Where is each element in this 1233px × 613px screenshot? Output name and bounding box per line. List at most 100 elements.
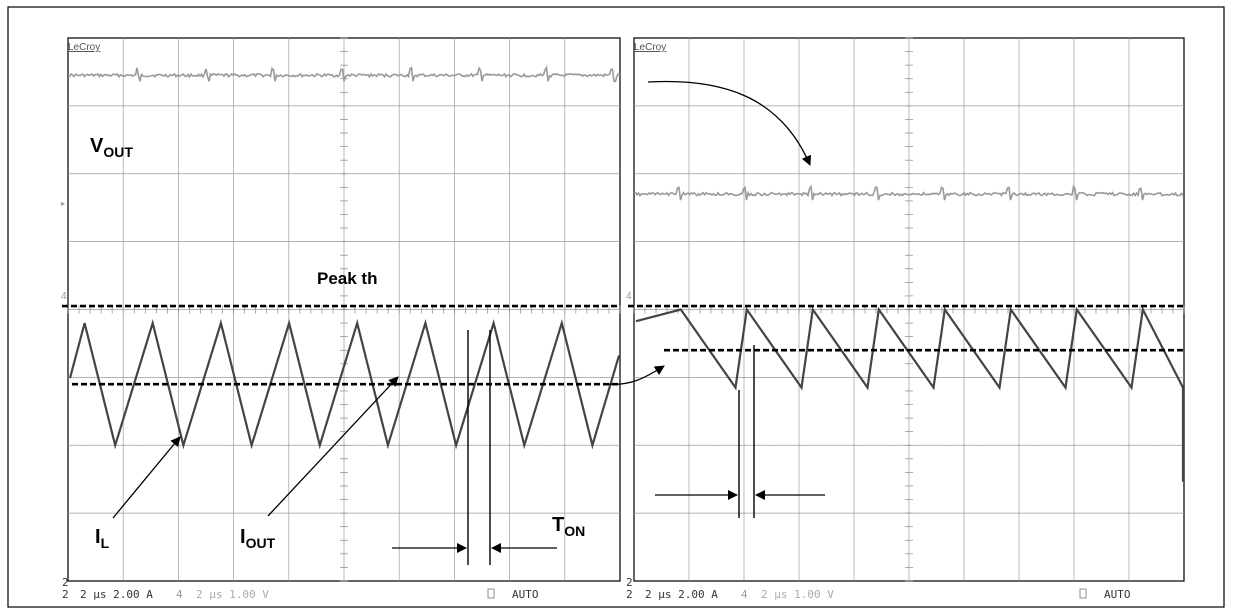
right-grid-dot bbox=[1007, 512, 1009, 514]
right-grid-dot bbox=[864, 512, 866, 514]
right-grid-dot bbox=[1029, 173, 1031, 175]
left-grid-dot bbox=[266, 105, 268, 107]
right-grid-dot bbox=[919, 105, 921, 107]
right-grid-dot bbox=[1040, 241, 1042, 243]
left-grid-dot bbox=[133, 376, 135, 378]
left-grid-dot bbox=[199, 444, 201, 446]
left-grid-dot bbox=[498, 241, 500, 243]
left-grid-dot bbox=[310, 105, 312, 107]
left-grid-dot bbox=[199, 512, 201, 514]
left-grid-dot bbox=[299, 241, 301, 243]
left-grid-dot bbox=[586, 512, 588, 514]
left-grid-dot bbox=[222, 173, 224, 175]
right-grid-dot bbox=[1051, 173, 1053, 175]
left-grid-dot bbox=[597, 173, 599, 175]
right-settings-voltage: 2 μs 1.00 V bbox=[761, 588, 834, 601]
right-grid-dot bbox=[1095, 105, 1097, 107]
ton-label: TON bbox=[552, 514, 585, 539]
left-grid-dot bbox=[155, 105, 157, 107]
right-grid-dot bbox=[1051, 376, 1053, 378]
right-grid-dot bbox=[831, 444, 833, 446]
right-brand-label: LeCroy bbox=[634, 42, 666, 53]
right-vout-trace bbox=[633, 184, 1184, 201]
right-grid-dot bbox=[985, 376, 987, 378]
right-grid-dot bbox=[677, 105, 679, 107]
left-grid-dot bbox=[442, 241, 444, 243]
left-grid-dot bbox=[376, 444, 378, 446]
right-grid-dot bbox=[1007, 444, 1009, 446]
left-grid-dot bbox=[354, 376, 356, 378]
left-grid-dot bbox=[475, 444, 477, 446]
right-grid-dot bbox=[655, 444, 657, 446]
left-grid-dot bbox=[365, 105, 367, 107]
left-grid-dot bbox=[144, 105, 146, 107]
right-channel4-icon: 4 bbox=[741, 588, 748, 601]
right-grid-dot bbox=[710, 105, 712, 107]
right-grid-dot bbox=[1117, 241, 1119, 243]
right-grid-dot bbox=[787, 444, 789, 446]
right-grid-dot bbox=[897, 512, 899, 514]
right-grid-dot bbox=[732, 105, 734, 107]
left-grid-dot bbox=[222, 105, 224, 107]
left-grid-dot bbox=[188, 173, 190, 175]
left-grid-dot bbox=[586, 444, 588, 446]
left-grid-dot bbox=[266, 512, 268, 514]
right-grid-dot bbox=[710, 376, 712, 378]
right-grid-dot bbox=[765, 376, 767, 378]
right-grid-dot bbox=[1095, 444, 1097, 446]
left-grid-dot bbox=[586, 173, 588, 175]
left-grid-dot bbox=[211, 105, 213, 107]
right-grid-dot bbox=[754, 444, 756, 446]
right-grid-dot bbox=[996, 376, 998, 378]
right-grid-dot bbox=[952, 444, 954, 446]
left-grid-dot bbox=[542, 173, 544, 175]
right-grid-dot bbox=[787, 241, 789, 243]
left-grid-dot bbox=[387, 512, 389, 514]
left-grid-dot bbox=[442, 173, 444, 175]
left-grid-dot bbox=[332, 105, 334, 107]
left-grid-dot bbox=[310, 444, 312, 446]
left-grid-dot bbox=[321, 105, 323, 107]
right-grid-dot bbox=[919, 512, 921, 514]
left-grid-dot bbox=[255, 444, 257, 446]
right-grid-dot bbox=[1161, 376, 1163, 378]
left-grid-dot bbox=[100, 241, 102, 243]
right-grid-dot bbox=[765, 512, 767, 514]
right-grid-dot bbox=[985, 444, 987, 446]
left-grid-dot bbox=[244, 173, 246, 175]
left-grid-dot bbox=[277, 376, 279, 378]
left-grid-dot bbox=[188, 512, 190, 514]
left-grid-dot bbox=[133, 241, 135, 243]
left-grid-dot bbox=[354, 444, 356, 446]
right-grid-dot bbox=[1084, 241, 1086, 243]
left-grid-dot bbox=[409, 376, 411, 378]
right-grid-dot bbox=[1139, 512, 1141, 514]
right-grid-dot bbox=[886, 241, 888, 243]
right-channel-indicator-bottom: 2 bbox=[626, 588, 633, 601]
right-grid-dot bbox=[776, 376, 778, 378]
right-grid-dot bbox=[721, 444, 723, 446]
left-grid-dot bbox=[464, 173, 466, 175]
right-grid-dot bbox=[677, 444, 679, 446]
right-channel-indicator-top: 2 bbox=[626, 576, 633, 589]
left-grid-dot bbox=[520, 444, 522, 446]
left-grid-dot bbox=[487, 444, 489, 446]
left-grid-dot bbox=[332, 376, 334, 378]
left-grid-dot bbox=[464, 512, 466, 514]
right-grid-dot bbox=[754, 376, 756, 378]
right-grid-dot bbox=[842, 241, 844, 243]
right-grid-dot bbox=[754, 512, 756, 514]
left-grid-dot bbox=[442, 444, 444, 446]
il-arrow bbox=[112, 436, 181, 519]
right-grid-dot bbox=[655, 512, 657, 514]
right-grid-dot bbox=[842, 512, 844, 514]
right-trigger-mode: AUTO bbox=[1104, 588, 1131, 601]
left-grid-dot bbox=[409, 444, 411, 446]
right-grid-dot bbox=[765, 173, 767, 175]
right-grid-dot bbox=[809, 512, 811, 514]
right-grid-dot bbox=[721, 173, 723, 175]
left-grid-dot bbox=[586, 105, 588, 107]
left-channel-indicator-bottom: 2 bbox=[62, 588, 69, 601]
left-grid-dot bbox=[89, 173, 91, 175]
right-grid-dot bbox=[754, 173, 756, 175]
